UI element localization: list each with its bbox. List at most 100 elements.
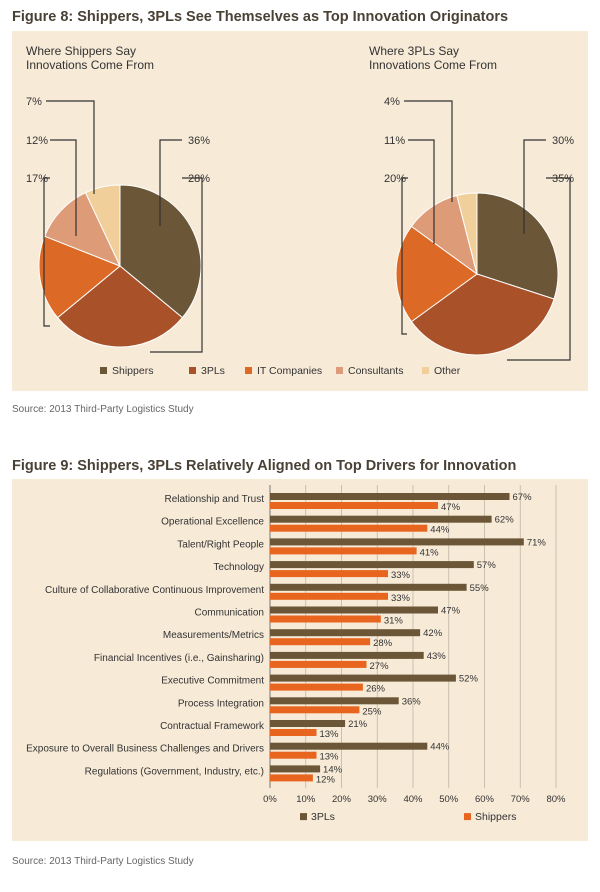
data-label-3pls: 71% [527,537,547,548]
legend-label-consultants: Consultants [348,365,403,377]
data-label-shippers: 13% [319,752,339,763]
category-label: Process Integration [178,698,264,709]
bar-3pls [270,561,474,569]
bar-group-communication: Communication 47% 31% [195,606,461,627]
figure8-title: Figure 8: Shippers, 3PLs See Themselves … [12,9,509,25]
bar-3pls [270,720,346,727]
category-label: Measurements/Metrics [163,630,264,641]
category-label: Regulations (Government, Industry, etc.) [85,766,264,777]
data-label-3pls: 42% [423,628,443,639]
bar-shippers [270,524,428,532]
pie-slice-other [84,184,121,267]
data-label-shippers: 33% [391,593,411,604]
data-label-3pls: 44% [430,742,450,753]
pie-label-shippers: 30% [552,135,574,147]
bar-3pls [270,629,421,637]
pie-label-it-companies: 17% [26,173,48,185]
bar-group-executive-commitment: Executive Commitment 52% 26% [161,674,478,695]
legend-swatch-3pls [300,813,307,821]
pie-slice-consultants [44,192,121,267]
data-label-shippers: 26% [366,684,386,695]
pie-label-3pls: 28% [188,173,210,185]
pie-slice-it-companies [38,235,121,319]
pie-slice-shippers [476,192,559,300]
category-label: Contractual Framework [160,721,265,732]
data-label-3pls: 14% [323,764,343,775]
data-label-shippers: 33% [391,570,411,581]
x-tick-label: 50% [439,794,459,805]
pie-label-consultants: 11% [384,135,405,147]
bar-3pls [270,606,438,614]
x-tick-label: 40% [403,794,423,805]
bar-3pls [270,538,524,546]
legend-label-shippers: Shippers [475,811,516,823]
category-label: Exposure to Overall Business Challenges … [26,744,264,755]
figure9-panel: 0% 10% 20% 30% 40% 50% 60% 70% 80% Relationship a… [12,479,588,841]
category-label: Operational Excellence [161,517,264,528]
category-label: Culture of Collaborative Continuous Impr… [45,585,264,596]
x-tick-label: 20% [332,794,352,805]
data-label-3pls: 36% [402,696,422,707]
bar-group-operational-excellence: Operational Excellence 62% 44% [161,515,514,536]
pie-slice-3pls [56,265,184,348]
legend-label-3pls: 3PLs [311,811,335,823]
legend-label-shippers: Shippers [112,365,153,377]
data-label-shippers: 47% [441,502,461,513]
category-label: Communication [195,608,264,619]
legend-swatch-consultants [336,367,343,374]
legend-swatch-it-companies [245,367,252,374]
bar-3pls [270,583,467,591]
pie-title: Where Shippers Say [26,44,136,58]
data-label-3pls: 67% [513,492,533,503]
pie-slice-3pls [410,273,555,356]
pie-leader-line [46,100,95,194]
pie-leader-line [159,139,182,226]
data-label-3pls: 62% [495,515,515,526]
data-label-shippers: 28% [373,638,393,649]
bar-3pls [270,765,321,773]
data-label-shippers: 44% [430,525,450,536]
bar-3pls [270,674,456,682]
data-label-shippers: 41% [420,547,440,558]
legend-label-other: Other [434,365,461,377]
pie-leader-line [507,177,571,361]
bar-shippers [270,774,313,782]
bar-3pls [270,697,399,705]
bar-group-culture-of-collaborative-continuous-improvement: Culture of Collaborative Continuous Impr… [45,583,489,604]
x-tick-label: 30% [368,794,388,805]
pie-leader-line [401,177,408,335]
bar-shippers [270,683,363,691]
pie-title: Innovations Come From [26,58,154,72]
x-tick-label: 80% [546,794,566,805]
bar-shippers [270,570,388,578]
x-axis: 0% 10% 20% 30% 40% 50% 60% 70% 80% [263,794,566,805]
figure8-panel: Where Shippers Say Innovations Come From 3… [12,31,588,391]
legend-swatch-3pls [189,367,196,374]
bar-shippers [270,592,388,600]
data-label-3pls: 52% [459,674,479,685]
x-tick-label: 70% [511,794,531,805]
bar-3pls [270,493,510,500]
category-label: Technology [213,562,264,573]
bar-legend: 3PLs Shippers [300,811,516,823]
category-label: Financial Incentives (i.e., Gainsharing) [94,653,264,664]
bar-group-relationship-and-trust: Relationship and Trust 67% 47% [164,492,532,513]
category-label: Talent/Right People [177,539,264,550]
legend-label-3pls: 3PLs [201,365,225,377]
bar-shippers [270,706,360,714]
figure8-source: Source: 2013 Third-Party Logistics Study [12,404,194,415]
pie-title: Innovations Come From [369,58,497,72]
bar-3pls [270,651,424,659]
x-tick-label: 60% [475,794,495,805]
category-label: Executive Commitment [161,676,264,687]
bar-chart: 0% 10% 20% 30% 40% 50% 60% 70% 80% Relationship a… [26,485,566,823]
pie-leader-line [404,100,453,202]
x-tick-label: 0% [263,794,277,805]
pie-title: Where 3PLs Say [369,44,459,58]
legend-label-it-companies: IT Companies [257,365,322,377]
pie-slice-shippers [119,184,202,319]
category-label: Relationship and Trust [164,494,264,505]
bar-shippers [270,547,417,555]
